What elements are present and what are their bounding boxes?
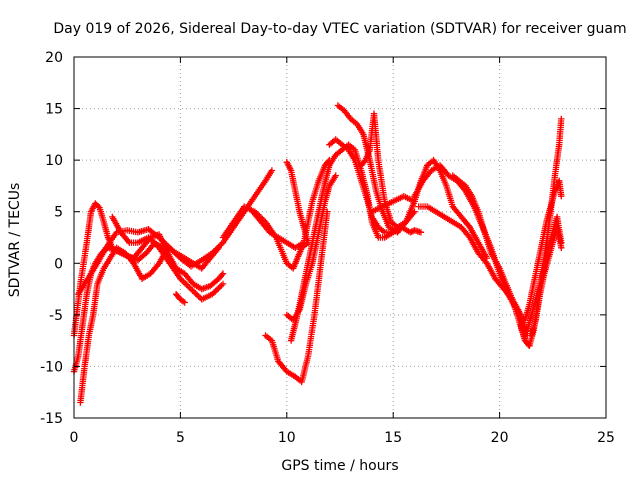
axes-layer [73, 56, 607, 419]
series-sat-c [77, 244, 222, 406]
series-sat-d [75, 167, 276, 298]
data-point [215, 285, 222, 292]
series-sat-r [415, 203, 531, 339]
x-tick-label: 5 [176, 430, 185, 446]
series-sat-f [172, 291, 188, 306]
data-point [216, 283, 224, 291]
data-point [93, 201, 100, 208]
series-sat-i [262, 208, 331, 386]
data-point [193, 291, 201, 299]
y-axis-label: SDTVAR / TECUs [7, 183, 23, 298]
data-point [190, 288, 198, 296]
series-sat-w [528, 224, 565, 339]
y-tick-label: -15 [40, 411, 63, 427]
data-point [219, 280, 227, 288]
y-tick-label: -5 [49, 308, 63, 324]
grid-layer [74, 57, 606, 418]
data-point [94, 203, 102, 210]
data-point [268, 167, 276, 174]
y-tick-label: 20 [45, 50, 63, 66]
data-point [558, 193, 565, 200]
data-point [417, 229, 425, 236]
data-point [558, 115, 565, 123]
data-point [181, 299, 188, 306]
data-point [218, 271, 226, 279]
data-point [408, 228, 415, 235]
series-sat-e [109, 213, 227, 303]
series-sat-s [449, 172, 533, 349]
y-tick-label: 0 [54, 256, 63, 272]
y-tick-label: 15 [45, 102, 63, 118]
x-tick-label: 10 [278, 430, 296, 446]
x-axis-label: GPS time / hours [281, 458, 398, 474]
y-tick-label: -10 [40, 359, 63, 375]
series-sat-u [521, 177, 565, 324]
x-tick-label: 15 [384, 430, 402, 446]
x-tick-label: 25 [597, 430, 615, 446]
data-point [219, 270, 227, 277]
y-tick-label: 10 [45, 153, 63, 169]
chart-title: Day 019 of 2026, Sidereal Day-to-day VTE… [53, 21, 626, 37]
data-point [304, 239, 312, 246]
y-tick-label: 5 [54, 205, 63, 221]
data-point [411, 208, 418, 215]
series-sat-o [358, 110, 418, 231]
x-tick-label: 20 [491, 430, 509, 446]
ticks-layer: 0 5 10 15 20 25 -15 -10 -5 0 5 10 15 20 [40, 50, 615, 446]
data-point [558, 244, 565, 251]
data-point [332, 172, 339, 179]
data-layer [70, 102, 565, 406]
series-sat-l [283, 159, 312, 246]
data-point [183, 281, 190, 288]
data-point [213, 286, 221, 293]
data-point [192, 290, 199, 297]
x-tick-label: 0 [70, 430, 79, 446]
plot-border [73, 56, 607, 419]
